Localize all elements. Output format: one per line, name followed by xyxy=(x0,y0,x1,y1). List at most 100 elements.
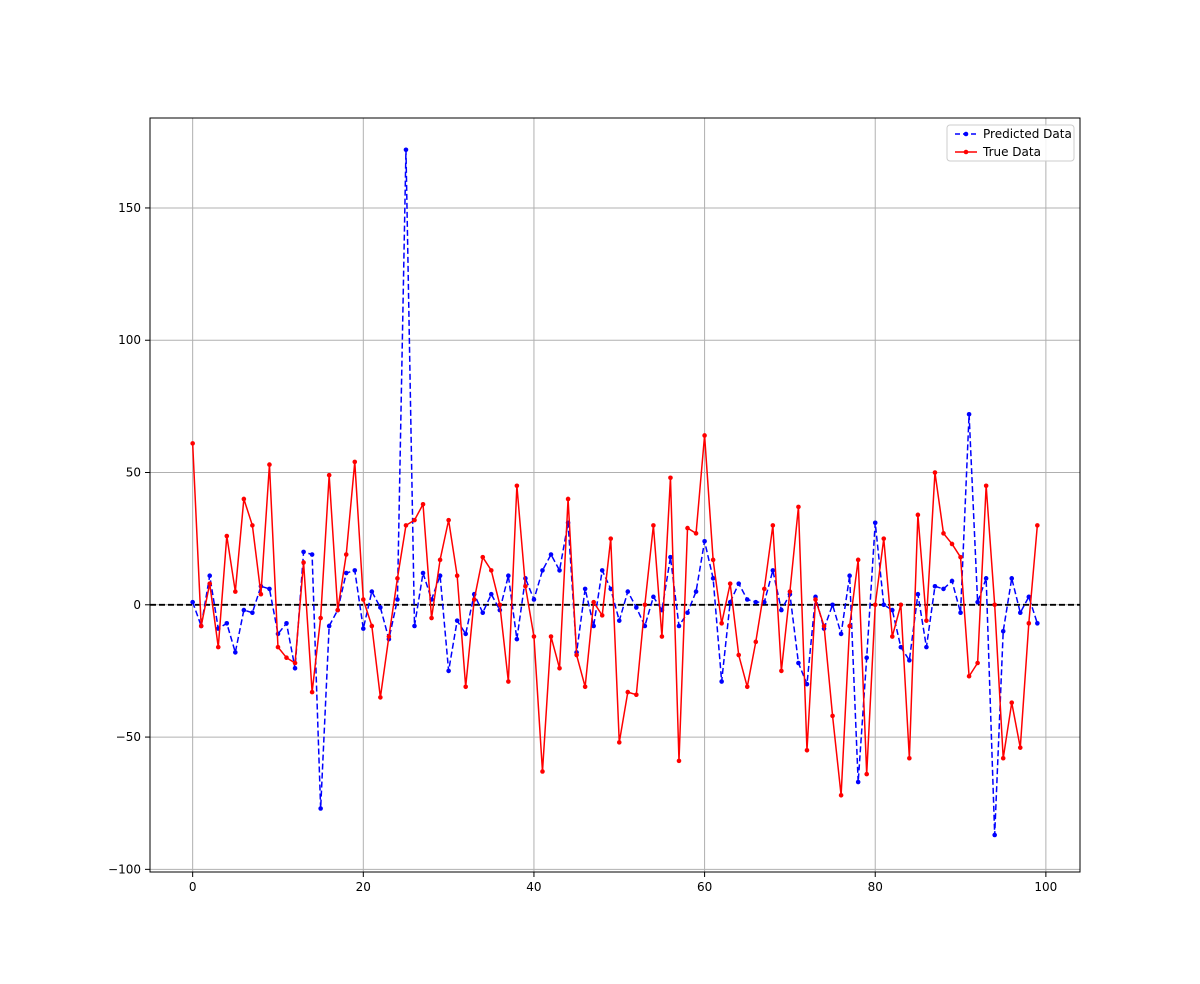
data-point xyxy=(565,496,571,502)
data-point xyxy=(770,523,776,528)
x-tick-label: 20 xyxy=(356,880,371,894)
data-point xyxy=(634,692,639,698)
data-point xyxy=(540,568,545,573)
data-point xyxy=(378,695,383,700)
data-point xyxy=(975,599,980,605)
data-point xyxy=(361,626,366,631)
data-point xyxy=(523,583,528,589)
data-point xyxy=(676,623,682,629)
data-point xyxy=(395,576,400,581)
data-point xyxy=(369,589,375,594)
data-point xyxy=(395,597,400,602)
data-point xyxy=(582,684,588,690)
data-point xyxy=(855,557,861,563)
data-point xyxy=(710,557,716,563)
data-point xyxy=(437,557,443,563)
data-point xyxy=(1000,755,1006,761)
data-point xyxy=(284,655,289,661)
data-point xyxy=(608,586,614,592)
data-point xyxy=(233,650,238,655)
data-point xyxy=(668,554,673,560)
data-point xyxy=(574,652,579,658)
series-line xyxy=(191,149,1039,836)
data-point xyxy=(693,589,699,594)
data-point xyxy=(437,573,443,578)
data-point xyxy=(616,740,622,745)
data-point xyxy=(1026,621,1032,626)
data-point xyxy=(1009,700,1015,705)
data-point xyxy=(582,586,588,592)
data-point xyxy=(864,771,869,777)
data-point xyxy=(702,433,707,438)
data-point xyxy=(966,673,972,679)
y-tick-label: 50 xyxy=(126,466,141,480)
data-point xyxy=(386,634,392,639)
data-point xyxy=(762,599,767,605)
data-point xyxy=(625,689,631,695)
data-point xyxy=(992,832,997,838)
y-tick-label: 150 xyxy=(118,201,141,215)
data-point xyxy=(258,591,264,597)
data-point xyxy=(847,623,852,629)
data-point xyxy=(1009,576,1015,581)
data-point xyxy=(668,475,673,481)
data-point xyxy=(548,634,554,639)
legend-label: True Data xyxy=(982,145,1041,159)
data-point xyxy=(907,755,912,761)
data-point xyxy=(378,605,383,610)
data-point xyxy=(949,578,955,584)
data-point xyxy=(591,623,596,629)
data-point xyxy=(454,573,460,578)
data-point xyxy=(198,623,204,629)
data-point xyxy=(659,634,665,639)
data-point xyxy=(924,644,929,650)
legend: Predicted Data True Data xyxy=(946,124,1075,162)
data-point xyxy=(480,610,486,616)
data-point xyxy=(779,607,784,613)
data-point xyxy=(881,602,887,608)
data-point xyxy=(1035,523,1040,528)
data-point xyxy=(275,644,281,650)
data-point xyxy=(1017,610,1023,616)
data-point xyxy=(250,523,255,528)
y-tick-label: −100 xyxy=(108,862,141,876)
data-point xyxy=(983,483,989,489)
data-point xyxy=(1000,628,1006,634)
data-point xyxy=(429,615,434,621)
data-point xyxy=(326,623,332,629)
data-point xyxy=(693,531,699,536)
data-point xyxy=(241,496,247,502)
data-point xyxy=(463,684,468,690)
data-point xyxy=(190,599,195,605)
data-point xyxy=(949,541,955,547)
x-tick-label: 80 xyxy=(868,880,883,894)
data-point xyxy=(454,618,460,623)
data-point xyxy=(685,525,690,531)
data-point xyxy=(241,607,247,613)
data-point xyxy=(403,147,409,153)
data-point xyxy=(685,610,690,616)
data-point xyxy=(736,652,742,658)
y-tick-label: 100 xyxy=(118,333,141,347)
data-point xyxy=(488,568,494,573)
data-point xyxy=(796,504,801,510)
data-point xyxy=(480,554,486,560)
data-point xyxy=(343,570,349,576)
data-point xyxy=(753,639,759,645)
data-point xyxy=(343,552,349,557)
x-tick-label: 40 xyxy=(526,880,541,894)
x-tick-label: 0 xyxy=(189,880,197,894)
data-point xyxy=(898,602,904,608)
data-point xyxy=(992,602,997,608)
x-tick-label: 100 xyxy=(1034,880,1057,894)
data-point xyxy=(804,681,810,687)
data-point xyxy=(932,470,938,475)
data-point xyxy=(420,570,426,576)
data-point xyxy=(787,589,793,594)
data-point xyxy=(540,769,545,774)
data-point xyxy=(548,552,554,557)
data-point xyxy=(744,684,750,690)
x-tick-label: 60 xyxy=(697,880,712,894)
data-point xyxy=(753,599,759,605)
data-point xyxy=(420,501,426,507)
